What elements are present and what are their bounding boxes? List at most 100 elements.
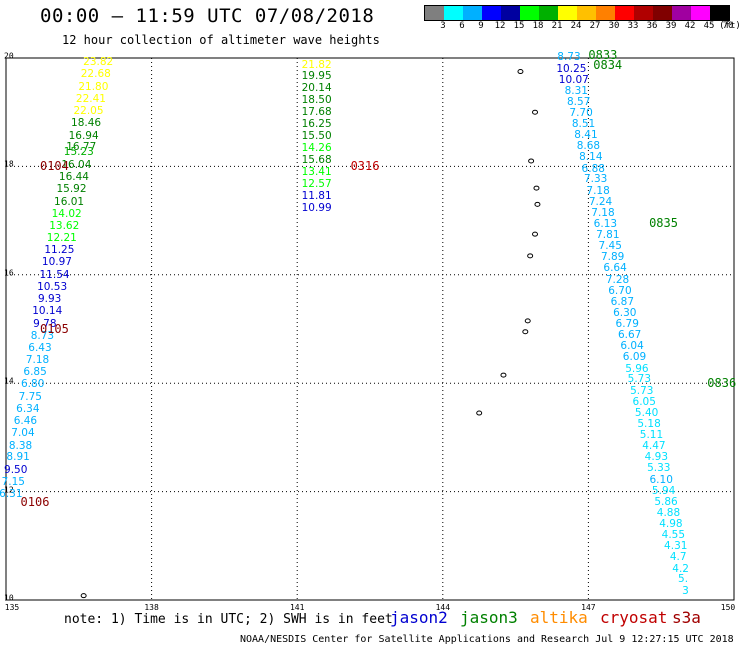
color-scale-label: (ft) bbox=[719, 21, 740, 31]
wave-height-point: 4.2 bbox=[672, 562, 689, 575]
wave-height-point: 4.7 bbox=[669, 551, 687, 564]
wave-height-point: 21.82 bbox=[301, 58, 332, 71]
wave-height-point: 16.04 bbox=[61, 159, 92, 172]
wave-height-point: 10.07 bbox=[558, 73, 589, 86]
wave-height-point: 6.64 bbox=[603, 262, 627, 275]
wave-height-point: 6.04 bbox=[620, 340, 644, 353]
wave-height-point: 6.10 bbox=[649, 473, 673, 486]
island-outline bbox=[532, 109, 539, 115]
color-scale-bar bbox=[424, 5, 730, 21]
wave-height-point: 10.53 bbox=[37, 280, 68, 293]
wave-height-point: 5.86 bbox=[654, 495, 678, 508]
wave-height-point: 7.28 bbox=[605, 273, 630, 286]
color-scale-label: 12 bbox=[494, 21, 506, 31]
footnote: note: 1) Time is in UTC; 2) SWH is in fe… bbox=[64, 612, 393, 627]
wave-height-point: 8.73 bbox=[30, 329, 55, 342]
map-frame bbox=[5, 57, 735, 601]
island-outline bbox=[517, 69, 524, 75]
color-scale-label: 27 bbox=[589, 21, 601, 31]
color-swatch bbox=[577, 6, 596, 20]
wave-height-point: 6.67 bbox=[617, 328, 642, 341]
wave-height-point: 6.05 bbox=[632, 395, 656, 408]
wave-height-point: 13.62 bbox=[49, 220, 80, 233]
color-swatch bbox=[520, 6, 539, 20]
color-scale-label: 15 bbox=[513, 21, 525, 31]
wave-height-point: 5.73 bbox=[630, 384, 654, 397]
wave-height-point: 21.80 bbox=[78, 80, 109, 93]
wave-height-point: 19.95 bbox=[301, 70, 332, 83]
color-scale-label: 9 bbox=[478, 21, 484, 31]
wave-height-point: 9.78 bbox=[33, 317, 57, 330]
wave-height-point: 4.93 bbox=[644, 451, 669, 464]
wave-height-point: 16.94 bbox=[68, 129, 99, 142]
pass-time-label: 0106 bbox=[20, 495, 50, 510]
island-outline bbox=[533, 185, 540, 191]
wave-height-point: 15.92 bbox=[56, 183, 87, 196]
wave-height-point: 4.88 bbox=[656, 506, 681, 519]
wave-height-point: 6.46 bbox=[13, 415, 38, 428]
wave-height-point: 20.14 bbox=[301, 82, 332, 95]
wave-height-point: 22.41 bbox=[75, 92, 106, 105]
island-outline bbox=[527, 253, 534, 259]
wave-height-point: 16.25 bbox=[301, 118, 332, 131]
island-outline bbox=[80, 593, 87, 599]
wave-height-point: 5.94 bbox=[651, 484, 676, 497]
wave-height-point: 8.31 bbox=[564, 84, 588, 97]
color-scale-label: 36 bbox=[646, 21, 658, 31]
wave-height-point: 11.81 bbox=[301, 189, 332, 202]
wave-height-point: 7.70 bbox=[569, 106, 593, 119]
wave-height-point: 6.80 bbox=[20, 378, 45, 391]
lon-tick-label: 135 bbox=[4, 603, 20, 612]
wave-height-point: 5.33 bbox=[647, 462, 671, 475]
wave-height-point: 7.81 bbox=[596, 229, 620, 242]
pass-time-label: 0836 bbox=[707, 376, 737, 391]
color-scale-label: 24 bbox=[570, 21, 582, 31]
color-scale-label: 30 bbox=[608, 21, 620, 31]
wave-height-point: 4.55 bbox=[661, 528, 686, 541]
wave-height-point: 6.70 bbox=[608, 284, 632, 297]
pass-time-label: 0834 bbox=[593, 58, 623, 73]
wave-height-point: 8.14 bbox=[579, 151, 603, 164]
wave-height-point: 4.98 bbox=[659, 518, 683, 531]
chart-subtitle: 12 hour collection of altimeter wave hei… bbox=[62, 33, 380, 47]
wave-height-point: 8.41 bbox=[574, 128, 598, 141]
lon-tick-label: 147 bbox=[581, 603, 596, 612]
pass-time-label: 0105 bbox=[39, 322, 69, 336]
wave-height-point: 15.68 bbox=[301, 153, 332, 166]
wave-height-point: 12.21 bbox=[46, 231, 77, 244]
color-scale-label: 39 bbox=[665, 21, 677, 31]
wave-height-point: 6.88 bbox=[581, 162, 605, 175]
wave-height-point: 13.41 bbox=[301, 165, 332, 178]
lat-tick-label: 12 bbox=[4, 485, 14, 495]
wave-height-point: 9.93 bbox=[37, 293, 62, 306]
wave-height-point: 14.26 bbox=[301, 141, 332, 154]
color-swatch bbox=[653, 6, 672, 20]
lat-tick-label: 18 bbox=[4, 159, 14, 169]
pass-time-label: 0833 bbox=[588, 48, 618, 63]
color-swatch bbox=[615, 6, 634, 20]
color-swatch bbox=[558, 6, 577, 20]
wave-height-point: 11.25 bbox=[44, 244, 75, 257]
wave-height-point: 10.97 bbox=[41, 256, 72, 269]
color-scale-label: 42 bbox=[684, 21, 696, 31]
wave-height-point: 12.57 bbox=[301, 177, 332, 190]
color-swatch bbox=[710, 6, 729, 20]
island-outline bbox=[476, 410, 483, 416]
wave-height-point: 4.31 bbox=[664, 540, 688, 553]
lon-tick-label: 141 bbox=[289, 603, 305, 612]
wave-height-point: 17.68 bbox=[301, 106, 332, 119]
wave-height-point: 18.46 bbox=[71, 117, 102, 130]
wave-height-point: 5.73 bbox=[627, 373, 652, 386]
legend-entry-jason3: jason3 bbox=[460, 608, 518, 627]
wave-height-point: 8.68 bbox=[576, 140, 601, 153]
legend-entry-jason2: jason2 bbox=[390, 608, 448, 627]
island-outline bbox=[524, 318, 531, 324]
color-scale-label: 33 bbox=[627, 21, 639, 31]
color-scale-label: 6 bbox=[459, 21, 465, 31]
wave-height-point: 8.51 bbox=[571, 118, 596, 131]
lat-tick-label: 16 bbox=[4, 268, 14, 278]
wave-height-point: 16.44 bbox=[58, 171, 89, 184]
wave-height-point: 23.82 bbox=[83, 56, 114, 69]
wave-height-point: 6.31 bbox=[0, 488, 23, 501]
wave-height-point: 6.13 bbox=[593, 217, 618, 230]
